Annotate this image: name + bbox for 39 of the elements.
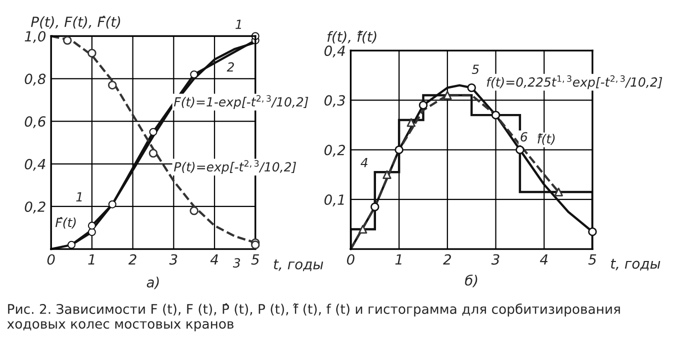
annotation: 4: [360, 158, 368, 168]
annotation: F(t)=1-exp[-t$^{2,3}$/10,2]: [174, 95, 308, 110]
x-tick-label: 2: [443, 254, 451, 265]
y-tick-label: 0,8: [24, 74, 46, 86]
annotation: 2: [226, 62, 234, 72]
x-axis-title: t, годы: [611, 258, 660, 270]
y-axis-title: P(t), F(t), F̂(t): [31, 16, 120, 29]
x-tick-label: 2: [128, 254, 136, 265]
x-tick-label: 3: [169, 254, 178, 265]
text: а): [146, 276, 159, 290]
annotation: P(t)=exp[-t$^{2,3}$/10,2]: [174, 160, 296, 174]
x-tick-label: 1: [88, 254, 94, 265]
annotation: 5: [472, 64, 479, 74]
x-tick-label: 0: [47, 254, 55, 265]
y-tick-label: 0,2: [324, 144, 345, 157]
x-tick-label: 4: [540, 254, 548, 265]
text: Рис. 2. Зависимости F (t), F (t), P̂ (t), P (t), f̂ (t), f (t) и гистограмма для сорбитизирования ходовых колес мостовых кранов: [7, 303, 620, 332]
annotation: F̂(t): [55, 216, 76, 229]
annotation: 6: [520, 132, 528, 142]
y-tick-label: 0,1: [324, 194, 344, 206]
x-tick-label: 5: [251, 254, 260, 265]
x-axis-title: t, годы: [274, 259, 324, 272]
annotation: f̂(t): [538, 133, 555, 145]
x-tick-label: 0: [346, 254, 354, 265]
x-tick-label: 1: [395, 254, 402, 265]
y-tick-label: 0,4: [24, 158, 46, 171]
y-axis-title: f(t), f̂(t): [327, 30, 376, 44]
annotation: f(t)=0,225t$^{1,3}$exp[-t$^{2,3}$/10,2]: [486, 75, 662, 90]
annotation: 1: [76, 192, 82, 202]
y-tick-label: 0,4: [324, 46, 345, 58]
y-tick-label: 1,0: [24, 31, 46, 43]
y-tick-label: 0,2: [24, 201, 46, 214]
x-tick-label: 3: [491, 254, 500, 265]
text: б): [465, 274, 478, 288]
x-tick-label: 4: [210, 254, 218, 265]
x-tick-label: 5: [588, 254, 596, 265]
text: 1: [236, 20, 242, 29]
y-tick-label: 0,3: [324, 95, 345, 108]
y-tick-label: 0,6: [24, 116, 46, 128]
